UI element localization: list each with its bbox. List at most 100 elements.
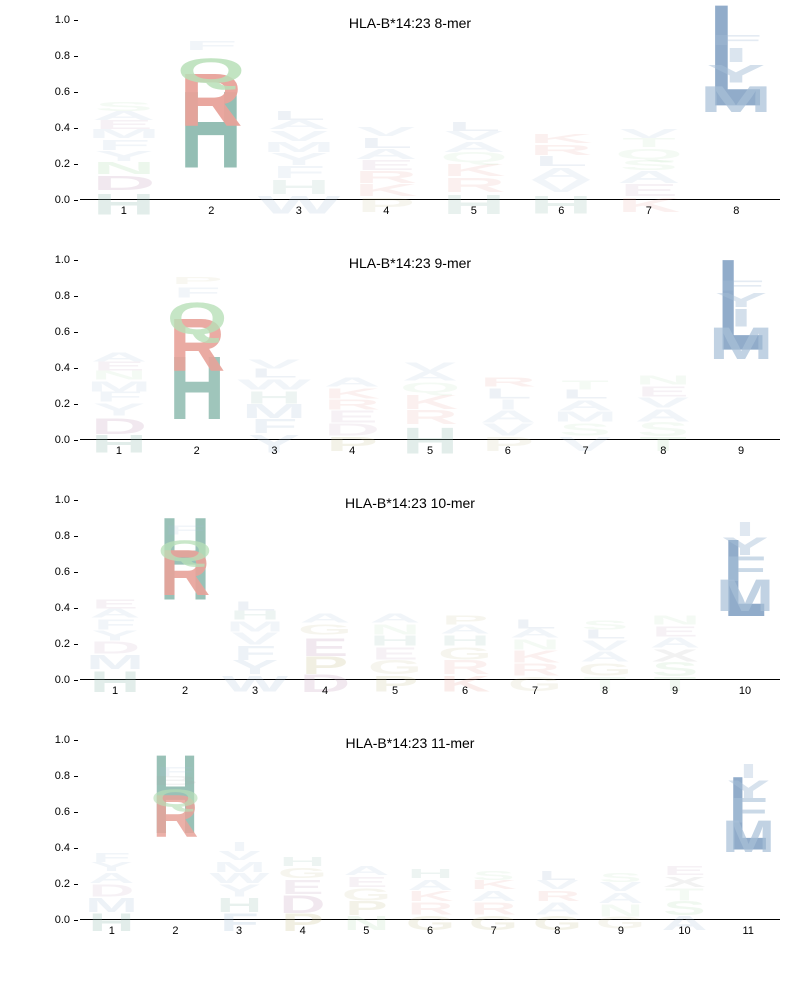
x-tick: 6 bbox=[427, 925, 433, 937]
logo-column: KRGHAP bbox=[437, 500, 493, 679]
logo-letter: S bbox=[589, 872, 653, 874]
y-tick: 0.0 bbox=[55, 194, 70, 206]
logo-letter: N bbox=[624, 374, 702, 376]
x-tick: 1 bbox=[121, 205, 127, 217]
logo-column: NPGEA bbox=[341, 740, 392, 919]
y-tick: 0.0 bbox=[55, 434, 70, 446]
logo-column: WHFYMVAL bbox=[264, 20, 334, 199]
logo-letter: H bbox=[398, 868, 462, 870]
y-tick: 0.4 bbox=[55, 602, 70, 614]
logo-column: WYFVMHL bbox=[227, 500, 283, 679]
logo-letter: A bbox=[335, 865, 399, 867]
y-tick: 0.4 bbox=[55, 842, 70, 854]
y-tick: 0.8 bbox=[55, 530, 70, 542]
logo-letter: H bbox=[271, 856, 335, 858]
logo-letter: L bbox=[220, 600, 290, 602]
logo-column: GARVL bbox=[532, 740, 583, 919]
y-tick: 0.0 bbox=[55, 914, 70, 926]
logo-column: PDEGH bbox=[277, 740, 328, 919]
logo-column: LMIYF bbox=[710, 260, 772, 439]
logo-column: FHYWMVI bbox=[214, 740, 265, 919]
logo-panel: 0.00.20.40.60.81.0HMDAYFHRQBFFHYWMVIPDEG… bbox=[30, 730, 790, 960]
logo-panel: 0.00.20.40.60.81.0HMDYFAEHRQFWYFVMHLDPEG… bbox=[30, 490, 790, 720]
x-tick: 2 bbox=[208, 205, 214, 217]
logo-letter: V bbox=[236, 358, 314, 360]
logo-letter: S bbox=[570, 619, 640, 621]
logo-column: LMFYI bbox=[723, 740, 774, 919]
x-tick: 8 bbox=[733, 205, 739, 217]
y-tick: 0.2 bbox=[55, 878, 70, 890]
logo-column: PGEHNA bbox=[367, 500, 423, 679]
y-tick: 0.8 bbox=[55, 50, 70, 62]
y-tick: 0.8 bbox=[55, 290, 70, 302]
logo-column: HVALRK bbox=[526, 20, 596, 199]
logo-letter: P bbox=[158, 276, 236, 277]
y-tick: 0.2 bbox=[55, 158, 70, 170]
x-tick: 1 bbox=[116, 445, 122, 457]
logo-column: HRQBF bbox=[150, 740, 201, 919]
logo-letter: I bbox=[207, 841, 271, 843]
logo-panel: 0.00.20.40.60.81.0HDYFMNEAHRQFPYFMHWLVPD… bbox=[30, 250, 790, 480]
logo-column: TSAVEN bbox=[632, 260, 694, 439]
logo-column: VSMALT bbox=[554, 260, 616, 439]
logo-letter: E bbox=[80, 598, 150, 600]
y-tick: 0.6 bbox=[55, 806, 70, 818]
x-tick: 5 bbox=[392, 685, 398, 697]
logo-letter: N bbox=[640, 614, 710, 616]
logo-column: PVAILR bbox=[477, 260, 539, 439]
logo-letter: V bbox=[391, 362, 469, 364]
x-tick: 1 bbox=[109, 925, 115, 937]
x-tick: 1 bbox=[112, 685, 118, 697]
plot-area: HMDYFAEHRQFWYFVMHLDPEGAPGEHNAKRGHAPGRKNA… bbox=[80, 500, 780, 680]
x-tick: 8 bbox=[554, 925, 560, 937]
x-tick: 7 bbox=[582, 445, 588, 457]
y-tick: 0.6 bbox=[55, 326, 70, 338]
logo-letter: Q bbox=[150, 536, 220, 548]
x-tick: 8 bbox=[660, 445, 666, 457]
x-tick: 8 bbox=[602, 685, 608, 697]
x-axis: 123456789 bbox=[80, 445, 780, 465]
panel-title: HLA-B*14:23 8-mer bbox=[30, 15, 790, 31]
y-tick: 0.8 bbox=[55, 770, 70, 782]
x-tick: 5 bbox=[471, 205, 477, 217]
logo-letter: P bbox=[430, 614, 500, 616]
logo-column: ASTXE bbox=[659, 740, 710, 919]
y-tick: 0.4 bbox=[55, 122, 70, 134]
plot-area: HMDAYFHRQBFFHYWMVIPDEGHNPGEAGRKAHGRAKSGA… bbox=[80, 740, 780, 920]
y-tick: 0.0 bbox=[55, 674, 70, 686]
x-tick: 3 bbox=[252, 685, 258, 697]
logo-letter: S bbox=[462, 870, 526, 872]
x-tick: 5 bbox=[363, 925, 369, 937]
logo-panel: 0.00.20.40.60.81.0HDNYFMEASHRQFWHFYMVALP… bbox=[30, 10, 790, 240]
logo-column: TGAVLS bbox=[577, 500, 633, 679]
y-axis: 0.00.20.40.60.81.0 bbox=[30, 500, 75, 680]
y-tick: 0.4 bbox=[55, 362, 70, 374]
logo-letter: T bbox=[547, 380, 625, 382]
logo-column: KEASQTV bbox=[614, 20, 684, 199]
logo-letter: L bbox=[500, 618, 570, 620]
x-tick: 10 bbox=[739, 685, 751, 697]
logo-letter: E bbox=[653, 865, 717, 867]
y-axis: 0.00.20.40.60.81.0 bbox=[30, 260, 75, 440]
x-tick: 2 bbox=[172, 925, 178, 937]
logo-letter: F bbox=[168, 39, 256, 41]
y-tick: 0.6 bbox=[55, 566, 70, 578]
y-tick: 0.2 bbox=[55, 398, 70, 410]
logo-column: HMDAYF bbox=[86, 740, 137, 919]
x-tick: 7 bbox=[532, 685, 538, 697]
x-tick: 4 bbox=[322, 685, 328, 697]
x-tick: 9 bbox=[672, 685, 678, 697]
x-tick: 3 bbox=[236, 925, 242, 937]
logo-letter: A bbox=[360, 612, 430, 614]
x-tick: 2 bbox=[194, 445, 200, 457]
logo-letter: Q bbox=[168, 53, 256, 66]
x-tick: 11 bbox=[742, 925, 753, 937]
x-tick: 6 bbox=[505, 445, 511, 457]
logo-letter: F bbox=[80, 852, 144, 854]
x-axis: 1234567891011 bbox=[80, 925, 780, 945]
x-tick: 9 bbox=[618, 925, 624, 937]
logo-column: GRKNAL bbox=[507, 500, 563, 679]
logo-column: HRQFP bbox=[166, 260, 228, 439]
x-tick: 4 bbox=[300, 925, 306, 937]
x-axis: 12345678 bbox=[80, 205, 780, 225]
